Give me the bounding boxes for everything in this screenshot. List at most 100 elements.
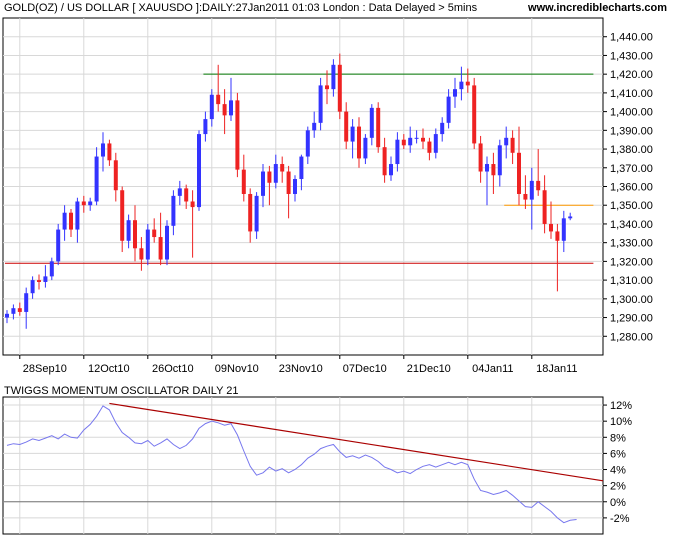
candle-body [472,85,477,144]
candle-body [75,201,80,230]
candle [261,164,265,208]
candle-body [56,229,61,262]
price-axis-label: 1,290.00 [610,313,653,325]
price-axis-label: 1,350.00 [610,200,653,212]
candle [101,132,105,172]
candle-body [261,171,265,196]
candle [446,89,451,129]
price-axis-label: 1,310.00 [610,275,653,287]
candle-body [376,107,381,148]
candle [325,70,329,105]
candle-body [478,143,483,172]
candle [350,119,355,159]
candle-body [523,193,528,200]
candle-body [24,293,29,312]
candle-body [88,201,93,206]
candle-body [43,276,48,282]
candle-body [280,164,285,172]
candle-body [408,137,413,146]
candle-body [209,94,214,120]
candle-body [414,137,419,139]
candle [107,139,112,166]
candle-body [529,180,534,200]
candle-body [497,145,502,176]
candle-body [241,169,246,194]
candle [30,276,35,299]
candle [357,117,361,168]
candle [235,92,240,178]
price-axis-label: 1,360.00 [610,182,653,194]
oscillator-trendline [109,402,604,482]
candle [549,201,553,239]
candle [408,126,413,153]
date-axis-label: 04Jan11 [472,363,513,375]
candle [529,167,534,230]
date-axis-label: 07Dec10 [343,363,387,375]
candle [190,190,195,258]
candle-body [427,141,432,153]
candle [37,274,41,290]
candle-body [197,134,201,208]
date-axis-label: 21Dec10 [407,363,451,375]
candle [293,175,297,202]
candle-body [561,218,566,241]
oscillator-line [6,405,577,524]
candle-body [325,85,329,90]
candle [216,64,221,112]
candle-body [312,122,317,131]
candle [229,77,233,121]
candle-body [145,229,150,260]
date-axis-label: 23Nov10 [279,363,323,375]
candle-body [401,139,406,146]
candle-body [293,179,297,194]
candle-body [504,137,509,146]
candle [286,165,291,219]
candle [389,156,393,181]
candle [440,117,445,142]
candle-body [491,164,496,176]
candle-body [229,100,233,116]
candle-body [305,130,310,157]
price-axis-label: 1,390.00 [610,125,653,137]
candle-body [555,231,560,241]
candle [267,165,272,206]
candle [299,154,304,191]
candle-body [126,220,131,241]
candle-body [5,313,9,318]
candle [382,137,387,183]
candle-body [299,156,304,180]
candle-body [536,180,541,191]
candle [120,186,125,253]
candle [523,175,528,209]
price-axis-label: 1,340.00 [610,219,653,231]
candle-body [363,137,368,159]
candle-body [171,195,176,226]
candle [11,304,16,320]
candle-body [37,280,41,282]
candle [49,257,54,281]
candle [280,156,285,183]
candle [222,89,227,135]
candle-body [81,201,86,206]
oscillator-title: TWIGGS MOMENTUM OSCILLATOR DAILY 21 [4,385,239,397]
candle [248,188,253,243]
candle [139,237,144,271]
candle-body [485,164,489,172]
candle-body [318,85,323,123]
candle-body [369,107,374,138]
price-axis-label: 1,440.00 [610,32,653,44]
candle-body [152,229,157,238]
candle-body [459,81,464,90]
candle [62,205,67,241]
candle [56,223,61,266]
date-axis-label: 28Sep10 [23,363,67,375]
candle [497,139,502,187]
site-url[interactable]: www.incrediblecharts.com [528,2,667,14]
candle [197,130,201,211]
candle [536,149,541,196]
candle-body [17,308,22,312]
candle-body [433,134,438,153]
candle [465,68,470,93]
candle [561,210,566,253]
date-axis-label: 09Nov10 [215,363,259,375]
